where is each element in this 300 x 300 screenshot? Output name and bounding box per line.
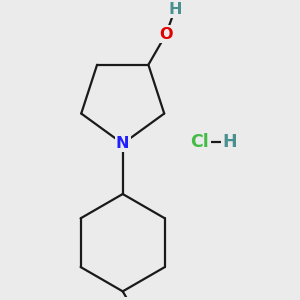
Text: H: H	[168, 2, 182, 16]
Text: H: H	[223, 133, 237, 151]
Text: O: O	[159, 27, 173, 42]
Text: N: N	[116, 136, 130, 151]
Text: Cl: Cl	[190, 133, 209, 151]
